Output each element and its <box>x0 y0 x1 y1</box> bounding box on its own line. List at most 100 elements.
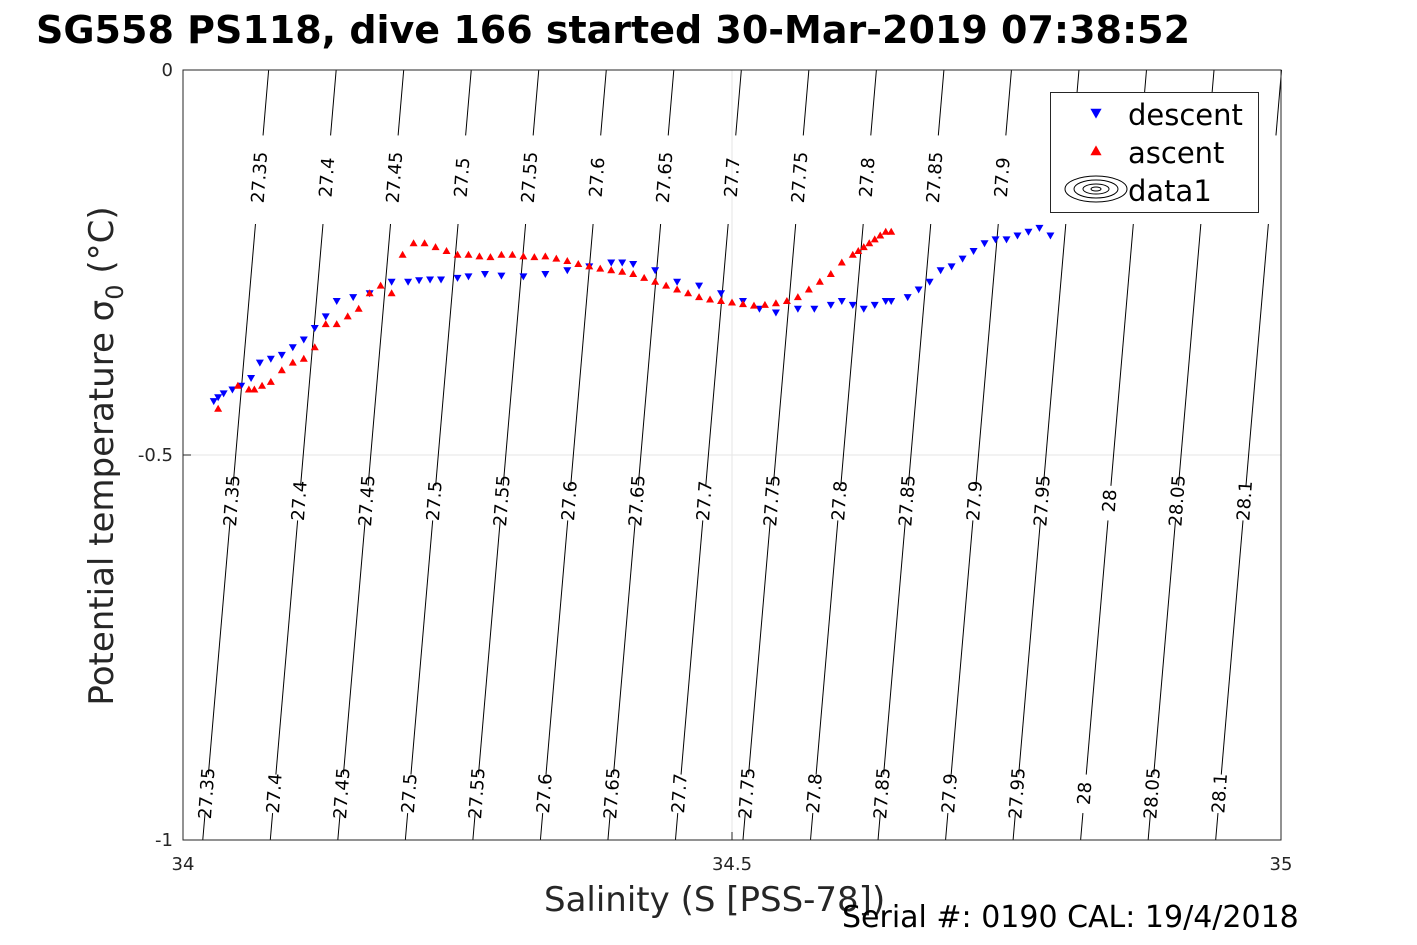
contour-line <box>802 69 810 136</box>
contour-line <box>945 813 949 841</box>
contour-line <box>465 69 472 136</box>
ascent-point <box>826 270 835 278</box>
contour-line <box>613 520 636 775</box>
contour-line <box>502 223 527 486</box>
contour-line <box>870 69 877 136</box>
ascent-point <box>629 270 638 278</box>
contour-line <box>1080 813 1084 841</box>
ascent-point <box>409 239 418 247</box>
descent-point <box>947 263 956 271</box>
descent-point <box>914 286 923 294</box>
ascent-point <box>738 300 747 308</box>
contour-label: 27.6 <box>533 773 557 814</box>
descent-point <box>810 305 819 313</box>
legend-item-descent: descent <box>1051 97 1258 133</box>
contour-line <box>1147 813 1151 841</box>
contour-label: 27.4 <box>316 157 340 198</box>
contour-label: 27.75 <box>735 767 760 820</box>
ascent-point <box>321 320 330 328</box>
contour-line <box>207 520 231 775</box>
contour-label: 27.8 <box>803 773 827 814</box>
contour-label: 27.65 <box>653 151 678 204</box>
descent-point <box>958 255 967 263</box>
descent-point <box>247 375 256 382</box>
contour-line <box>477 520 501 775</box>
descent-point <box>219 390 228 398</box>
contour-label: 27.5 <box>423 480 447 521</box>
contour-label: 27.85 <box>870 767 895 820</box>
contour-line <box>705 223 729 486</box>
descent-point <box>859 305 868 313</box>
descent-point <box>925 278 934 286</box>
contour-line <box>607 813 611 841</box>
contour-label: 27.7 <box>693 480 717 521</box>
descent-point <box>332 298 341 305</box>
contour-line <box>435 223 459 486</box>
descent-point <box>497 272 506 280</box>
legend-label-ascent: ascent <box>1128 136 1225 170</box>
descent-point <box>541 271 550 279</box>
x-tick-label: 35 <box>1270 854 1293 875</box>
contour-label: 27.45 <box>330 767 355 820</box>
contour-line <box>674 813 679 841</box>
descent-point <box>651 267 660 275</box>
contour-label: 28.1 <box>1233 480 1257 521</box>
descent-point <box>936 267 945 275</box>
ascent-point <box>258 381 267 389</box>
contour-label: 27.45 <box>383 151 408 204</box>
descent-point <box>480 271 489 279</box>
ascent-point <box>442 246 451 254</box>
ascent-point <box>574 260 583 268</box>
contour-line <box>883 520 906 775</box>
ascent-point <box>887 227 896 235</box>
ascent-point <box>804 285 813 293</box>
y-axis-label: Potential temperature σ0 (°C) <box>82 206 129 705</box>
contour-label: 27.4 <box>288 480 312 521</box>
contour-label: 27.9 <box>963 480 987 521</box>
y-axis-label-unit: (°C) <box>82 206 122 285</box>
ascent-point <box>618 267 627 275</box>
descent-point <box>903 294 912 302</box>
contour-label: 27.65 <box>625 474 650 527</box>
descent-point <box>214 394 223 402</box>
contour-line <box>232 223 256 486</box>
ascent-point <box>749 301 758 309</box>
ascent-point <box>552 254 561 262</box>
contour-line <box>539 813 544 841</box>
ascent-point <box>782 297 791 304</box>
ascent-point <box>859 243 868 251</box>
descent-point <box>209 398 218 406</box>
descent-point <box>848 301 857 309</box>
ascent-point <box>563 256 572 264</box>
contour-line <box>1153 520 1176 775</box>
ascent-point <box>695 293 704 301</box>
contour-label: 27.55 <box>490 474 515 527</box>
contour-label: 27.75 <box>788 151 813 204</box>
contour-label: 27.45 <box>355 474 380 527</box>
descent-point <box>887 298 896 305</box>
contour-line <box>397 69 405 136</box>
ascent-point <box>870 235 879 243</box>
descent-point <box>415 277 424 285</box>
contour-label: 27.35 <box>248 151 273 204</box>
contour-line <box>667 69 675 136</box>
ascent-point <box>398 250 407 258</box>
descent-point <box>437 276 446 284</box>
descent-point <box>266 355 275 363</box>
contour-line <box>202 813 206 841</box>
contour-line <box>840 223 864 486</box>
contour-icon <box>1061 173 1131 209</box>
contour-line <box>600 69 607 136</box>
contour-line <box>1245 223 1269 486</box>
contour-label: 28.05 <box>1140 767 1165 820</box>
descent-point <box>991 236 1000 244</box>
ascent-point <box>233 381 242 389</box>
x-axis-label: Salinity (S [PSS-78]) <box>544 880 886 920</box>
ascent-point <box>854 246 863 254</box>
ascent-point <box>475 252 484 260</box>
contour-label: 27.85 <box>923 151 948 204</box>
contour-line <box>342 520 366 775</box>
ascent-point <box>288 358 297 366</box>
ascent-point <box>640 273 649 281</box>
ascent-point <box>387 289 396 297</box>
